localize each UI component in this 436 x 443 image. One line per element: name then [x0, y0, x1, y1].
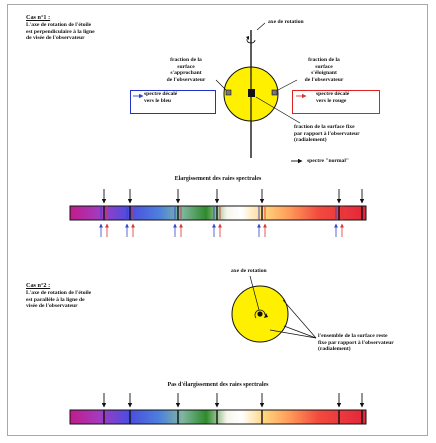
case2-description: L'axe de rotation de l'étoile est parall…: [26, 290, 92, 310]
case2-axis-label: axe de rotation: [231, 268, 267, 274]
case1-spectrum-title: Elargissement des raies spectrales: [174, 176, 262, 182]
case1-title: Cas n°1 :: [26, 14, 51, 21]
case1-description: L'axe de rotation de l'étoile est perpen…: [26, 22, 95, 42]
case1-spectrum: [69, 189, 367, 237]
blue-shift-box: [130, 90, 216, 114]
red-shift-box: [292, 90, 380, 114]
blue-spectrum-label: spectre décalé vers le bleu: [144, 91, 178, 104]
case1-pointers: [133, 22, 307, 164]
case2-spectrum: [69, 393, 367, 425]
case2-title: Cas n°2 :: [26, 282, 51, 289]
case2-surface-label: l'ensemble de la surface reste fixe par …: [318, 333, 394, 353]
fixed-surface-marker: [248, 89, 255, 97]
red-spectrum-label: spectre décalé vers le rouge: [316, 91, 350, 104]
case1-star: [223, 30, 279, 158]
normal-spectrum-label: spectre "normal": [307, 158, 349, 164]
case1-axis-label: axe de rotation: [268, 19, 304, 25]
case2-spectrum-title: Pas d'élargissement des raies spectrales: [167, 382, 269, 388]
case1-left-label: fraction de la surface s'approchant de l…: [166, 57, 206, 83]
right-surface-marker: [271, 89, 278, 96]
case1-right-label: fraction de la surface s'éloignant de l'…: [304, 57, 344, 83]
fixed-surface-label: fraction de la surface fixe par rapport …: [294, 124, 360, 144]
left-surface-marker: [225, 89, 232, 96]
case2-star: [231, 275, 317, 343]
